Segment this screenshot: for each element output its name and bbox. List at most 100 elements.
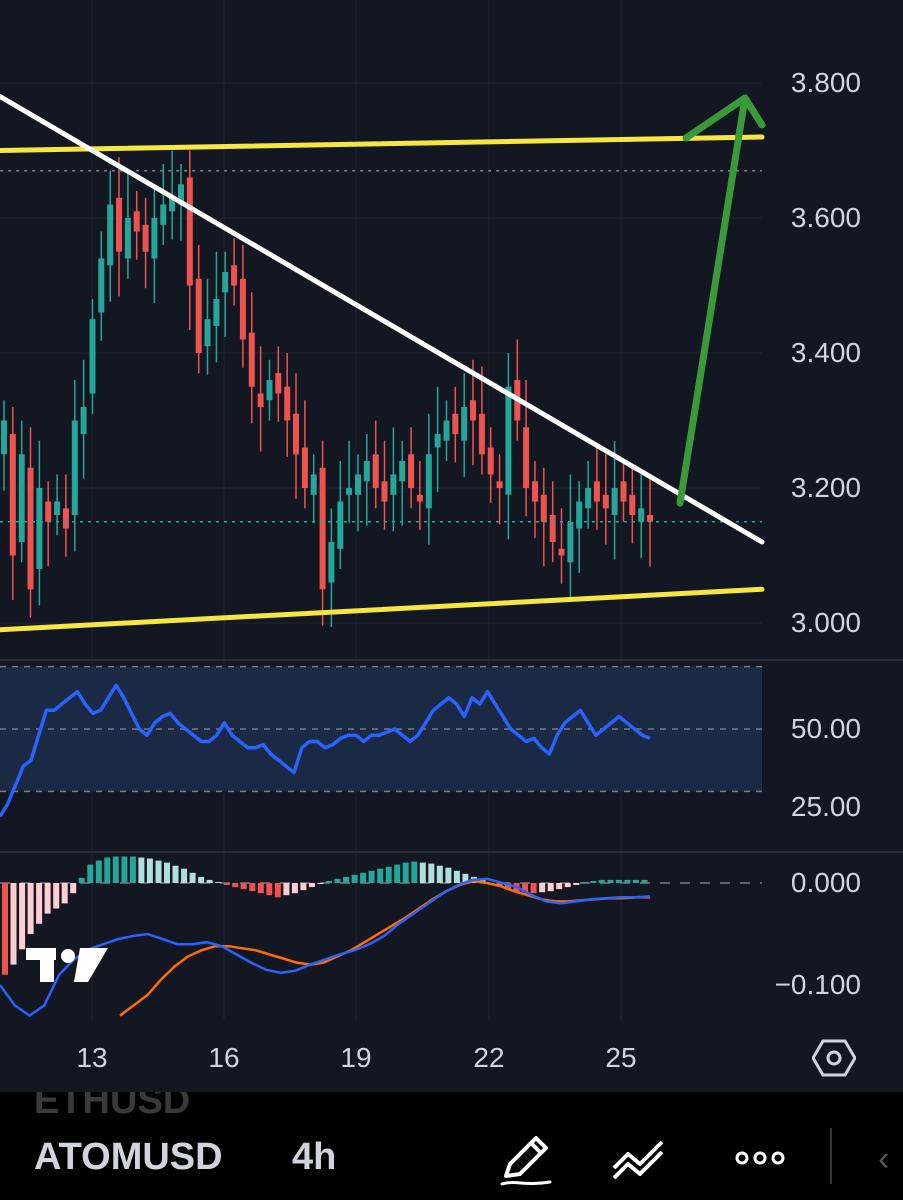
- candle-body: [487, 447, 494, 475]
- candle-body: [416, 494, 423, 502]
- time-tick: 19: [340, 1042, 372, 1073]
- macd-histogram-bar: [121, 856, 128, 883]
- candle-body: [629, 494, 636, 515]
- macd-histogram-bar: [368, 870, 375, 883]
- candle-body: [434, 434, 441, 448]
- macd-histogram-bar: [274, 883, 281, 898]
- candle-body: [337, 501, 344, 549]
- macd-histogram-bar: [505, 883, 512, 890]
- macd-histogram-bar: [146, 858, 153, 883]
- macd-histogram-bar: [70, 883, 77, 894]
- candle-body: [142, 224, 149, 252]
- candle-body: [27, 467, 34, 590]
- interval-button[interactable]: 4h: [292, 1136, 337, 1178]
- macd-histogram-bar: [581, 882, 588, 883]
- candle-body: [355, 474, 361, 495]
- candle-body: [620, 481, 627, 502]
- macd-histogram-bar: [547, 883, 554, 892]
- candle-body: [98, 258, 105, 313]
- symbol-button[interactable]: ATOMUSD: [34, 1136, 223, 1178]
- candle-body: [80, 407, 87, 434]
- candle-body: [576, 501, 583, 529]
- macd-histogram-bar: [291, 883, 298, 894]
- chart-canvas[interactable]: [0, 0, 903, 1092]
- candle-body: [293, 413, 299, 455]
- rsi-tick: 50.00: [790, 713, 861, 744]
- candle-body: [593, 481, 600, 502]
- candle-body: [478, 413, 485, 455]
- hexagon-settings-icon[interactable]: [812, 1036, 856, 1080]
- candle-body: [346, 488, 353, 495]
- candle-body: [54, 501, 61, 515]
- candle-body: [275, 373, 282, 394]
- candle-body: [36, 488, 43, 569]
- macd-histogram-bar: [556, 883, 563, 890]
- candle-body: [602, 494, 609, 509]
- candle-body: [178, 184, 184, 205]
- macd-histogram-bar: [104, 857, 111, 883]
- candle-body: [107, 204, 114, 266]
- candle-body: [186, 177, 193, 286]
- macd-histogram-bar: [573, 883, 580, 885]
- trend-lines-icon[interactable]: [610, 1128, 670, 1188]
- macd-histogram-bar: [129, 856, 136, 883]
- horizontal-trendline: [0, 586, 765, 633]
- projection-arrow-head: [682, 94, 766, 142]
- candle-body: [151, 218, 158, 259]
- previous-symbol-label[interactable]: ETHUSD: [34, 1092, 191, 1122]
- macd-histogram-bar: [232, 883, 239, 888]
- macd-histogram-bar: [308, 883, 315, 888]
- macd-histogram-bar: [257, 883, 264, 894]
- candle-body: [257, 393, 264, 407]
- macd-histogram-bar: [317, 883, 324, 884]
- candle-body: [239, 278, 246, 340]
- macd-line: [0, 877, 651, 1018]
- macd-histogram-bar: [95, 860, 102, 883]
- candle-body: [505, 386, 512, 495]
- macd-histogram-bar: [598, 879, 605, 883]
- macd-histogram-bar: [53, 883, 60, 909]
- macd-histogram-bar: [539, 883, 546, 893]
- candle-body: [390, 474, 397, 495]
- macd-histogram-bar: [223, 883, 230, 885]
- macd-tick: −0.100: [774, 969, 861, 1000]
- price-tick: 3.200: [790, 472, 861, 503]
- macd-histogram-bar: [198, 876, 205, 883]
- macd-histogram-bar: [564, 883, 571, 888]
- chart-area[interactable]: 3.800 3.600 3.400 3.200 3.000 50.00 25.0…: [0, 0, 903, 1092]
- tradingview-logo: [26, 948, 108, 982]
- macd-histogram-bar: [87, 864, 94, 883]
- macd-histogram-bar: [155, 860, 162, 883]
- descending-trendline: [0, 94, 765, 545]
- candle-body: [1, 420, 7, 455]
- price-tick: 3.600: [790, 202, 861, 233]
- macd-histogram-bar: [522, 883, 529, 893]
- candle-body: [523, 427, 530, 488]
- macd-histogram-bar: [385, 866, 392, 883]
- macd-histogram-bar: [590, 881, 597, 883]
- toolbar-divider: [830, 1128, 832, 1184]
- macd-histogram-bar: [181, 868, 188, 883]
- candle-body: [71, 420, 78, 515]
- candle-body: [638, 508, 645, 522]
- pencil-icon[interactable]: [496, 1128, 556, 1188]
- rsi-line: [0, 683, 651, 818]
- chevron-left-icon[interactable]: ‹: [878, 1140, 890, 1178]
- macd-histogram-bar: [300, 883, 307, 891]
- candle-body: [248, 332, 255, 387]
- candle-body: [116, 197, 122, 252]
- candle-body: [496, 481, 503, 488]
- candle-body: [301, 447, 308, 488]
- macd-histogram-bar: [377, 868, 384, 883]
- more-dots-icon[interactable]: [730, 1128, 790, 1188]
- projection-arrow-shaft: [676, 94, 749, 507]
- macd-histogram-bar: [360, 872, 367, 883]
- macd-histogram-bar: [402, 862, 409, 883]
- candle-body: [231, 265, 238, 286]
- macd-histogram-bar: [419, 862, 426, 883]
- candle-body: [310, 474, 317, 495]
- candle-body: [452, 413, 459, 435]
- price-tick: 3.000: [790, 607, 861, 638]
- macd-histogram-bar: [436, 865, 443, 883]
- macd-histogram-bar: [36, 883, 43, 924]
